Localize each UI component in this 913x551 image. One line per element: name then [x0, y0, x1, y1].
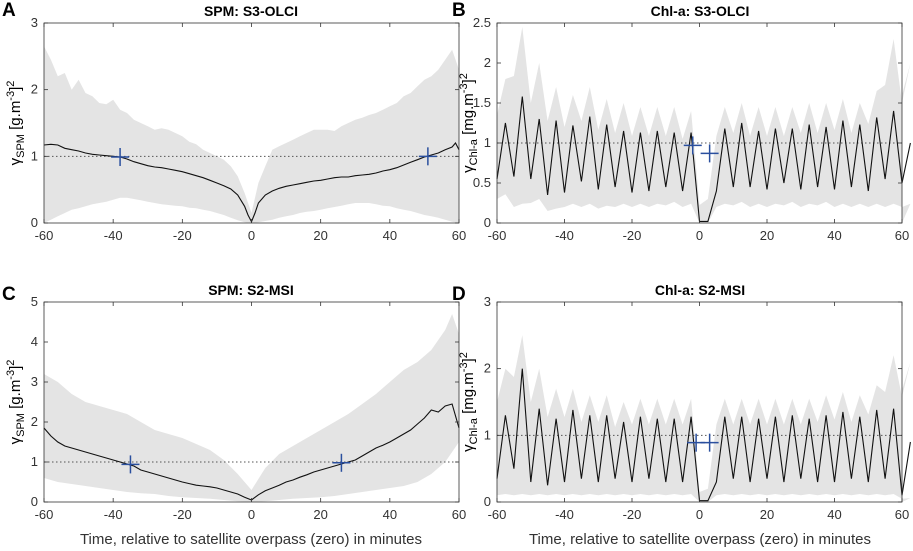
median-line — [496, 96, 911, 222]
y-axis-label-part: SPM — [15, 413, 27, 437]
x-tick-label: -60 — [35, 228, 54, 243]
y-tick-label: 0 — [484, 215, 491, 230]
y-tick-label: 2 — [31, 82, 38, 97]
uncertainty-band — [44, 46, 459, 223]
panel-title: SPM: S2-MSI — [208, 282, 294, 298]
y-tick-label: 0.5 — [473, 175, 491, 190]
y-tick-label: 0 — [31, 215, 38, 230]
x-tick-label: 60 — [452, 228, 466, 243]
y-tick-label: 0 — [484, 494, 491, 509]
y-axis-label-part: 2 — [5, 360, 17, 366]
panel-b: B Chl-a: S3-OLCI -60 -40 -20 0 20 40 60 0 0.5 1 1.… — [452, 0, 911, 243]
x-axis-label-right: Time, relative to satellite overpass (ze… — [529, 531, 871, 548]
y-axis-label-part: γ — [460, 444, 477, 452]
panel-a: A SPM: S3-OLCI -60 -40 -20 0 20 40 60 0 1 2 3 γSPM … — [2, 0, 466, 243]
y-tick-label: 1 — [484, 135, 491, 150]
y-axis-label-part: ] — [7, 87, 24, 91]
x-tick-label: 0 — [248, 507, 255, 522]
y-axis-label-part: -3 — [5, 91, 17, 101]
y-axis-label-part: γ — [7, 157, 24, 165]
panel-title: Chl-a: S2-MSI — [655, 282, 745, 298]
uncertainty-band — [497, 335, 911, 502]
y-axis-label-part: 2 — [5, 81, 17, 87]
panel-letter: D — [452, 284, 466, 305]
y-axis-label-part: ] — [460, 79, 477, 83]
y-tick-label: 3 — [31, 15, 38, 30]
y-axis-label: γChl-a [mg.m-3]2 — [458, 352, 480, 452]
y-axis-label-part: Chl-a — [468, 417, 480, 444]
y-tick-label: 1.5 — [473, 95, 491, 110]
y-axis-label-part: -3 — [458, 83, 470, 93]
x-tick-label: -40 — [555, 507, 574, 522]
y-tick-label: 0 — [31, 494, 38, 509]
x-tick-label: 20 — [313, 228, 327, 243]
y-tick-label: 3 — [31, 374, 38, 389]
x-tick-label: 40 — [383, 228, 397, 243]
y-axis-label-part: [mg.m — [460, 372, 477, 418]
y-tick-label: 2 — [484, 361, 491, 376]
y-tick-label: 2.5 — [473, 15, 491, 30]
x-tick-label: -40 — [104, 228, 123, 243]
x-tick-label: -20 — [173, 507, 192, 522]
panel-c: C SPM: S2-MSI -60 -40 -20 0 20 40 60 0 1 2 3 4 5 γSPM… — [2, 282, 466, 522]
y-axis-label-part: ] — [7, 366, 24, 370]
y-axis-label-part: 2 — [458, 352, 470, 358]
x-tick-label: 60 — [452, 507, 466, 522]
y-axis-label-part: γ — [7, 436, 24, 444]
y-axis-label: γSPM [g.m-3]2 — [5, 360, 27, 445]
x-tick-label: 40 — [827, 507, 841, 522]
y-axis-label: γSPM [g.m-3]2 — [5, 81, 27, 166]
x-tick-label: -20 — [623, 228, 642, 243]
y-tick-label: 4 — [31, 334, 38, 349]
median-line — [496, 368, 911, 502]
x-tick-label: -20 — [623, 507, 642, 522]
x-tick-label: -20 — [173, 228, 192, 243]
panel-letter: A — [2, 0, 16, 21]
panel-letter: C — [2, 284, 16, 305]
y-tick-label: 1 — [31, 148, 38, 163]
y-tick-label: 2 — [31, 414, 38, 429]
x-tick-label: 60 — [895, 507, 909, 522]
y-tick-label: 5 — [31, 294, 38, 309]
panel-letter: B — [452, 0, 466, 21]
y-axis-label-part: SPM — [15, 134, 27, 158]
y-tick-label: 1 — [31, 454, 38, 469]
y-axis-label-part: -3 — [458, 362, 470, 372]
x-axis-label-left: Time, relative to satellite overpass (ze… — [80, 531, 422, 548]
y-axis-label-part: -3 — [5, 370, 17, 380]
y-axis-label-part: [g.m — [7, 101, 24, 134]
x-tick-label: -60 — [488, 228, 507, 243]
x-tick-label: 20 — [313, 507, 327, 522]
y-axis-label-part: Chl-a — [468, 138, 480, 165]
y-axis-label-part: [mg.m — [460, 93, 477, 139]
x-tick-label: 20 — [760, 507, 774, 522]
y-axis-label-part: [g.m — [7, 380, 24, 413]
x-tick-label: -60 — [35, 507, 54, 522]
x-tick-label: 0 — [696, 507, 703, 522]
y-tick-label: 2 — [484, 55, 491, 70]
x-tick-label: 0 — [248, 228, 255, 243]
uncertainty-band — [497, 27, 911, 223]
x-tick-label: -40 — [555, 228, 574, 243]
panel-d: D Chl-a: S2-MSI -60 -40 -20 0 20 40 60 0 1 2 3 γChl… — [452, 282, 911, 522]
uncertainty-band — [44, 314, 459, 502]
x-tick-label: 40 — [827, 228, 841, 243]
y-axis-label: γChl-a [mg.m-3]2 — [458, 73, 480, 173]
x-tick-label: -60 — [488, 507, 507, 522]
y-axis-label-part: 2 — [458, 73, 470, 79]
x-tick-label: 60 — [895, 228, 909, 243]
x-tick-label: 20 — [760, 228, 774, 243]
panel-title: Chl-a: S3-OLCI — [651, 3, 750, 19]
x-tick-label: 40 — [383, 507, 397, 522]
y-tick-label: 1 — [484, 427, 491, 442]
panel-title: SPM: S3-OLCI — [204, 3, 298, 19]
x-tick-label: 0 — [696, 228, 703, 243]
y-tick-label: 3 — [484, 294, 491, 309]
y-axis-label-part: γ — [460, 165, 477, 173]
x-tick-label: -40 — [104, 507, 123, 522]
y-axis-label-part: ] — [460, 358, 477, 362]
